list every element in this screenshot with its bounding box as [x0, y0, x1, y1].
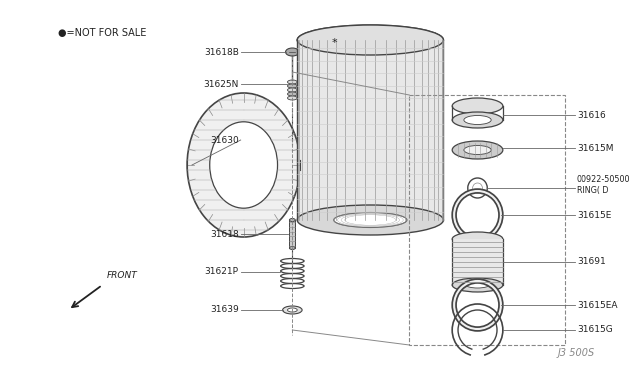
Text: 31691: 31691: [577, 257, 605, 266]
Text: 31615M: 31615M: [577, 144, 613, 153]
Text: 31618: 31618: [210, 230, 239, 238]
Text: 31615EA: 31615EA: [577, 301, 618, 310]
Text: FRONT: FRONT: [107, 271, 138, 280]
Text: J3 500S: J3 500S: [557, 348, 595, 358]
Bar: [297, 40, 444, 220]
Ellipse shape: [210, 122, 278, 208]
Ellipse shape: [334, 212, 407, 228]
Ellipse shape: [297, 205, 444, 235]
Text: 31618B: 31618B: [204, 48, 239, 57]
Text: 31625N: 31625N: [204, 80, 239, 89]
Text: 31616: 31616: [577, 110, 605, 119]
Bar: [410, 95, 565, 345]
Ellipse shape: [287, 96, 297, 100]
Text: ●=NOT FOR SALE: ●=NOT FOR SALE: [58, 28, 147, 38]
Ellipse shape: [452, 112, 503, 128]
Ellipse shape: [289, 218, 295, 221]
Text: 31639: 31639: [210, 305, 239, 314]
Ellipse shape: [283, 306, 302, 314]
Ellipse shape: [464, 115, 491, 125]
Ellipse shape: [285, 48, 299, 56]
Bar: [452, 239, 503, 285]
Ellipse shape: [297, 25, 444, 55]
Ellipse shape: [452, 98, 503, 114]
Text: 31615E: 31615E: [577, 211, 611, 219]
Text: 31621P: 31621P: [205, 267, 239, 276]
Ellipse shape: [297, 25, 444, 55]
Ellipse shape: [287, 88, 297, 92]
Text: 31615G: 31615G: [577, 326, 612, 334]
Ellipse shape: [452, 232, 503, 246]
Ellipse shape: [464, 145, 491, 154]
Ellipse shape: [466, 282, 489, 288]
Ellipse shape: [287, 80, 297, 84]
Ellipse shape: [187, 93, 300, 237]
Ellipse shape: [287, 92, 297, 96]
Ellipse shape: [289, 247, 295, 250]
Ellipse shape: [452, 141, 503, 159]
Text: *: *: [332, 38, 337, 48]
Text: 00922-50500
RING( D: 00922-50500 RING( D: [577, 175, 630, 195]
Ellipse shape: [287, 308, 297, 312]
Text: 31630: 31630: [210, 135, 239, 144]
Ellipse shape: [452, 278, 503, 292]
Bar: [289, 220, 295, 248]
Ellipse shape: [287, 84, 297, 88]
